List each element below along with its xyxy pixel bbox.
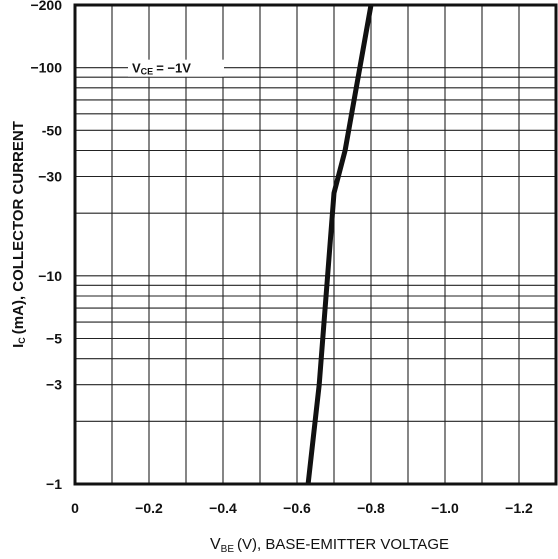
- x-tick-label: −1.2: [505, 500, 533, 516]
- x-tick-labels: 0 −0.2 −0.4 −0.6 −0.8 −1.0 −1.2: [71, 500, 533, 516]
- y-tick-label: −100: [30, 60, 62, 76]
- data-series-line: [305, 4, 374, 485]
- x-tick-label: −0.8: [357, 500, 385, 516]
- x-axis-v: V: [210, 536, 221, 553]
- x-tick-label: −0.4: [209, 500, 237, 516]
- y-tick-label: −5: [46, 330, 62, 346]
- curve-layer: [305, 4, 374, 485]
- y-tick-label: -50: [42, 122, 62, 138]
- x-tick-label: 0: [71, 500, 79, 516]
- y-tick-label: −1: [46, 476, 62, 492]
- y-axis-label: (mA), COLLECTOR CURRENT: [10, 121, 27, 334]
- plot-frame: [73, 3, 558, 486]
- y-tick-label: −30: [38, 169, 62, 185]
- annotation-value: = −1V: [156, 61, 191, 76]
- y-axis-i: I: [10, 344, 27, 348]
- x-tick-label: −0.6: [283, 500, 311, 516]
- x-tick-label: −1.0: [431, 500, 459, 516]
- annotation-sub: CE: [141, 67, 154, 77]
- annotation-text: VCE = −1V: [132, 61, 191, 77]
- x-axis-title: VBE (V), BASE-EMITTER VOLTAGE: [210, 536, 449, 555]
- x-axis-sub: BE: [221, 544, 235, 555]
- vce-annotation: VCE = −1V: [128, 59, 224, 77]
- y-tick-label: −200: [30, 0, 62, 13]
- y-tick-label: −3: [46, 377, 62, 393]
- annotation-background: [128, 59, 224, 77]
- annotation-v: V: [132, 61, 141, 76]
- y-axis-sub: C: [17, 337, 27, 344]
- x-axis-label: (V), BASE-EMITTER VOLTAGE: [237, 536, 449, 553]
- y-tick-labels: −1 −3 −5 −10 −30 -50 −100 −200: [30, 0, 62, 492]
- y-axis-title: IC (mA), COLLECTOR CURRENT: [10, 121, 27, 348]
- x-tick-label: −0.2: [135, 500, 163, 516]
- y-tick-label: −10: [38, 268, 62, 284]
